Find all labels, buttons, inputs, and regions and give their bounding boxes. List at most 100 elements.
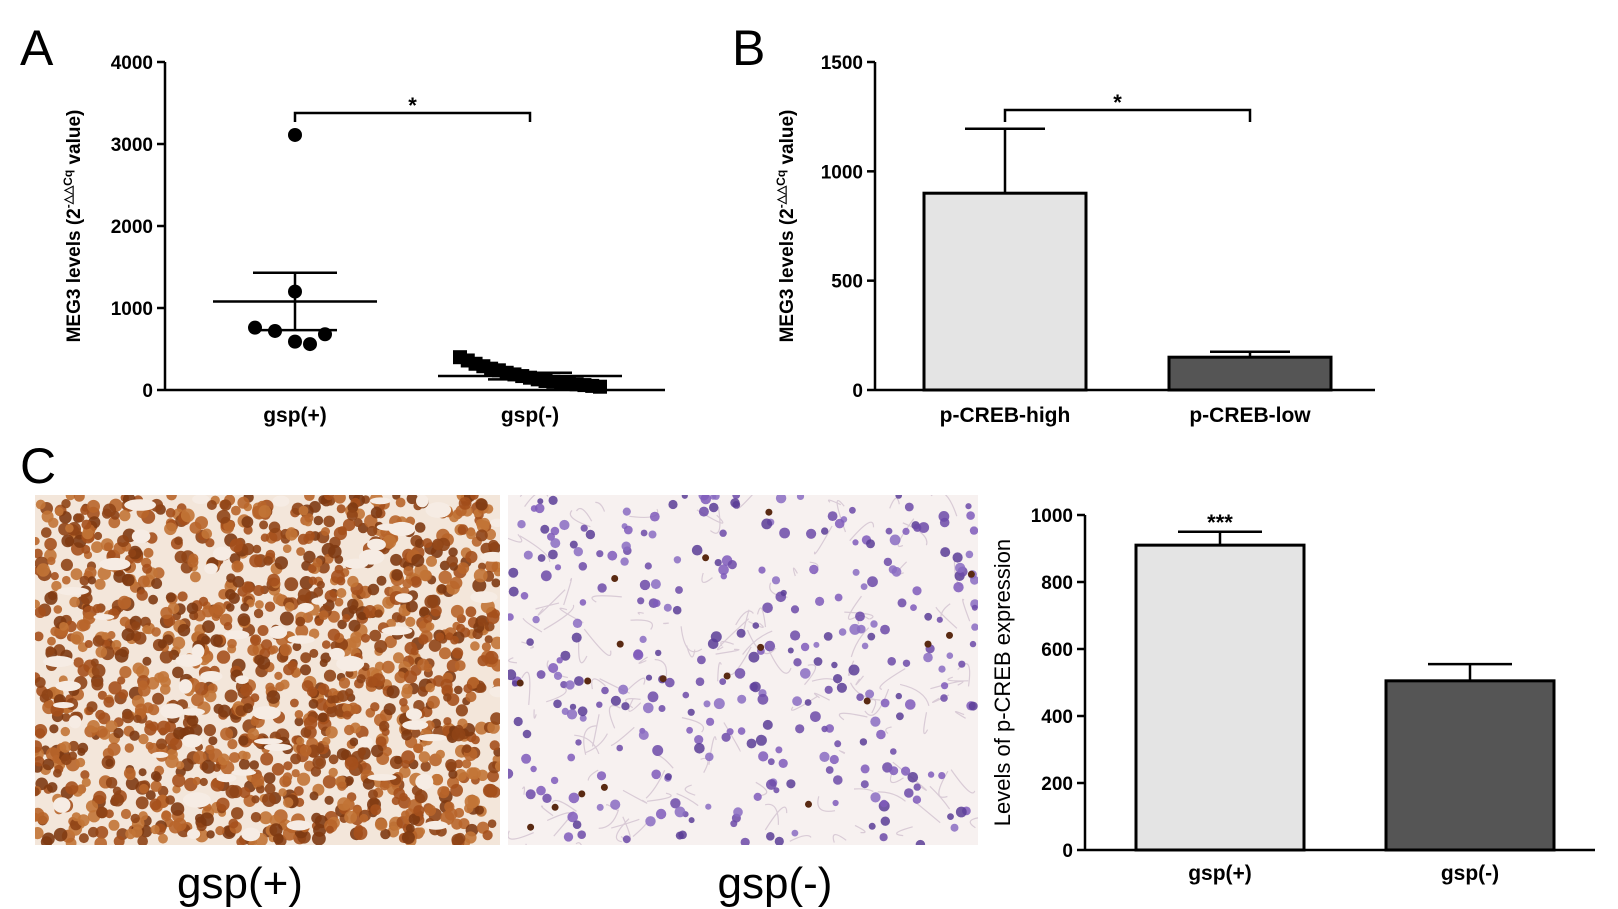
nucleus-brown xyxy=(445,759,457,771)
nucleus-blue xyxy=(651,769,661,780)
stroma-fiber xyxy=(764,806,788,831)
nucleus-blue xyxy=(567,811,578,823)
nucleus-brown xyxy=(95,646,108,658)
nucleus-blue xyxy=(550,776,559,785)
nucleus-brown xyxy=(313,515,324,526)
bar xyxy=(1384,679,1556,852)
nucleus-blue xyxy=(542,793,552,803)
nucleus-blue xyxy=(888,565,898,574)
stroma-fiber xyxy=(521,786,526,795)
nucleus-brown xyxy=(394,671,407,684)
nucleus-brown xyxy=(757,643,765,651)
nucleus-brown xyxy=(35,537,40,546)
nucleus-blue xyxy=(540,524,550,534)
nucleus-blue xyxy=(537,498,544,505)
nucleus-brown xyxy=(227,638,237,649)
stroma-fiber xyxy=(849,521,875,542)
nucleus-blue xyxy=(825,766,834,774)
stroma-fiber xyxy=(627,677,646,690)
nucleus-brown xyxy=(177,591,188,602)
nucleus-blue xyxy=(648,530,657,539)
nucleus-brown xyxy=(35,740,43,753)
nucleus-brown xyxy=(149,798,162,811)
nucleus-brown xyxy=(85,800,99,813)
nucleus-brown xyxy=(946,631,953,639)
nucleus-brown xyxy=(226,573,236,583)
stroma-fiber xyxy=(742,630,773,655)
nucleus-brown xyxy=(35,756,45,767)
stroma-gap xyxy=(182,734,203,748)
nucleus-brown xyxy=(304,495,315,501)
nucleus-brown xyxy=(345,669,354,678)
nucleus-brown xyxy=(367,583,380,596)
nucleus-brown xyxy=(393,787,406,800)
nucleus-brown xyxy=(50,626,60,637)
nucleus-brown xyxy=(190,571,201,583)
nucleus-brown xyxy=(88,826,99,838)
y-tick-label: 1000 xyxy=(1031,506,1073,527)
nucleus-blue xyxy=(579,714,587,722)
nucleus-brown xyxy=(137,575,150,588)
stroma-fiber xyxy=(930,680,964,690)
y-tick-label: 0 xyxy=(142,381,153,402)
nucleus-blue xyxy=(553,699,562,709)
nucleus-brown xyxy=(413,743,424,754)
nucleus-brown xyxy=(47,636,56,646)
nucleus-blue xyxy=(821,725,828,733)
nucleus-brown xyxy=(490,712,500,725)
nucleus-blue xyxy=(580,524,588,532)
nucleus-brown xyxy=(450,635,459,645)
nucleus-brown xyxy=(158,833,168,844)
stroma-fiber xyxy=(789,834,812,842)
stroma-fiber xyxy=(930,495,958,517)
nucleus-brown xyxy=(268,521,281,534)
nucleus-blue xyxy=(596,550,604,558)
nucleus-brown xyxy=(765,508,773,516)
stroma-gap xyxy=(490,518,500,527)
nucleus-brown xyxy=(59,622,68,631)
stroma-gap xyxy=(394,593,413,603)
stroma-fiber xyxy=(622,789,648,804)
nucleus-blue xyxy=(971,604,978,611)
nucleus-blue xyxy=(823,632,833,641)
significance-bracket xyxy=(293,111,532,122)
nucleus-brown xyxy=(217,753,230,766)
nucleus-brown xyxy=(122,573,135,587)
nucleus-brown xyxy=(110,793,125,807)
nucleus-brown xyxy=(454,685,463,695)
nucleus-brown xyxy=(279,611,294,626)
nucleus-blue xyxy=(779,527,790,539)
nucleus-blue xyxy=(719,678,727,685)
nucleus-blue xyxy=(650,579,661,590)
nucleus-brown xyxy=(300,652,312,664)
nucleus-brown xyxy=(266,690,281,704)
nucleus-brown xyxy=(290,753,301,765)
nucleus-brown xyxy=(401,831,415,845)
stroma-gap xyxy=(254,738,283,745)
stroma-fiber xyxy=(969,817,978,829)
stroma-fiber xyxy=(524,495,549,507)
nucleus-brown xyxy=(103,542,113,552)
nucleus-blue xyxy=(787,647,794,654)
nucleus-brown xyxy=(229,752,240,763)
nucleus-brown xyxy=(424,720,435,731)
nucleus-brown xyxy=(199,777,208,787)
stroma-fiber xyxy=(569,509,591,528)
nucleus-blue xyxy=(645,674,653,681)
nucleus-brown xyxy=(440,678,453,691)
significance-label: *** xyxy=(1207,510,1233,535)
stroma-gap xyxy=(264,743,292,751)
nucleus-brown xyxy=(307,564,317,574)
nucleus-brown xyxy=(410,576,422,588)
micrograph-caption-minus: gsp(-) xyxy=(718,859,833,908)
stroma-fiber xyxy=(923,712,929,735)
nucleus-brown xyxy=(464,831,477,844)
nucleus-brown xyxy=(172,774,186,788)
nucleus-brown xyxy=(325,726,338,739)
nucleus-brown xyxy=(250,693,260,703)
nucleus-blue xyxy=(867,632,876,641)
nucleus-blue xyxy=(705,752,714,762)
nucleus-brown xyxy=(255,600,264,609)
nucleus-blue xyxy=(655,808,667,820)
nucleus-brown xyxy=(454,660,466,671)
